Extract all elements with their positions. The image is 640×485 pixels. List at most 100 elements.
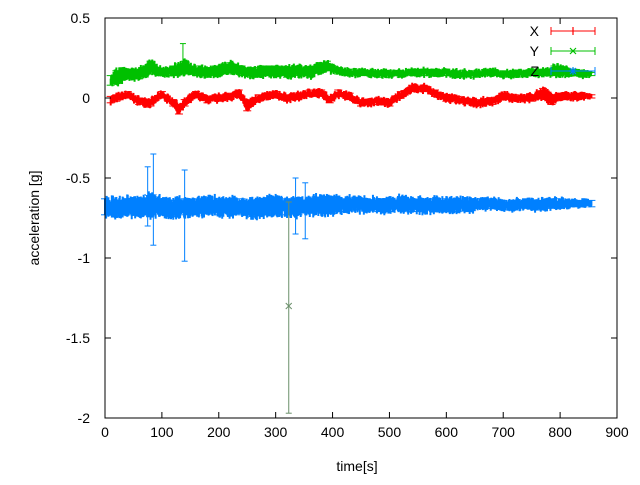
x-axis-label: time[s]	[336, 458, 377, 474]
data-point	[385, 70, 394, 78]
data-point	[430, 89, 439, 97]
data-point	[214, 198, 223, 216]
data-point	[470, 70, 479, 78]
series-y	[106, 58, 596, 87]
x-tick-label: 100	[150, 424, 174, 440]
legend-marker	[569, 67, 577, 75]
data-point	[527, 68, 536, 77]
data-point	[527, 94, 536, 102]
data-point	[283, 198, 292, 216]
data-point	[334, 67, 343, 75]
y-tick-label: -1	[78, 250, 91, 266]
data-point	[578, 199, 587, 208]
data-point	[547, 94, 556, 105]
data-point	[419, 198, 428, 213]
series-x	[106, 82, 596, 115]
data-point	[396, 91, 405, 99]
data-point	[510, 70, 519, 78]
data-point	[271, 65, 280, 77]
data-point	[587, 199, 596, 208]
data-point	[345, 92, 354, 101]
data-point	[408, 198, 417, 213]
y-tick-label: 0.5	[71, 10, 91, 26]
y-axis-label: acceleration [g]	[26, 171, 42, 266]
data-point	[544, 198, 553, 209]
data-point	[510, 199, 519, 211]
data-point	[362, 198, 371, 213]
data-point	[135, 68, 144, 80]
y-tick-label: -1.5	[66, 330, 90, 346]
outlier-point	[301, 182, 309, 240]
data-point	[112, 94, 121, 102]
data-point	[430, 68, 439, 77]
data-point	[374, 97, 383, 105]
data-point	[260, 198, 269, 216]
data-point	[476, 198, 485, 209]
data-point	[271, 91, 280, 99]
data-point	[254, 94, 263, 102]
x-tick-label: 0	[101, 424, 109, 440]
point-marker	[150, 193, 157, 201]
axes: 0 100 200 300 400 500 600 700 800 900 0.5 0 -0.5 -1 -1…	[66, 10, 629, 440]
data-point	[533, 199, 542, 211]
data-point	[357, 99, 365, 107]
data-point	[169, 199, 178, 217]
x-tick-label: 300	[264, 424, 288, 440]
data-point	[487, 97, 496, 105]
data-point	[226, 198, 235, 216]
data-point	[123, 68, 132, 80]
data-point	[556, 92, 565, 101]
data-point	[322, 60, 331, 72]
outlier-point	[179, 43, 187, 75]
legend-label: Z	[530, 63, 539, 79]
data-point	[396, 70, 405, 78]
data-point	[442, 94, 451, 102]
outlier-point	[144, 166, 152, 227]
data-point	[442, 68, 451, 77]
data-point	[325, 95, 334, 104]
data-point	[305, 89, 314, 97]
data-point	[470, 99, 479, 107]
data-point	[237, 198, 246, 216]
y-tick-label: 0	[82, 90, 90, 106]
data-point	[106, 75, 115, 86]
data-point	[135, 198, 144, 216]
data-point	[260, 65, 269, 77]
data-point	[419, 84, 428, 93]
data-point	[112, 199, 121, 217]
data-point	[243, 100, 252, 112]
data-point	[374, 70, 383, 78]
data-point	[248, 67, 257, 78]
data-point	[283, 67, 292, 78]
point-marker	[285, 302, 293, 310]
data-point	[294, 65, 303, 77]
data-point	[453, 95, 462, 104]
outlier-point	[150, 153, 157, 246]
data-point	[510, 94, 519, 102]
data-point	[539, 68, 548, 77]
data-point	[499, 199, 508, 211]
plot-frame	[104, 17, 618, 419]
data-point	[442, 198, 451, 213]
x-tick-label: 400	[321, 424, 345, 440]
data-point	[539, 87, 548, 99]
data-point	[203, 67, 212, 78]
data-point	[234, 89, 243, 97]
legend: XYZ	[530, 23, 596, 79]
outlier-point	[285, 201, 293, 414]
data-point	[573, 92, 582, 101]
data-point	[345, 68, 354, 77]
data-point	[556, 198, 565, 209]
data-point	[317, 196, 326, 214]
data-point	[192, 65, 201, 77]
data-point	[357, 68, 365, 77]
data-point	[248, 199, 257, 217]
data-point	[271, 196, 280, 214]
data-point	[328, 196, 337, 214]
data-point	[334, 89, 343, 97]
data-point	[567, 199, 576, 208]
data-point	[174, 103, 183, 115]
data-point	[146, 60, 155, 75]
data-point	[305, 67, 314, 78]
data-point	[385, 99, 394, 107]
